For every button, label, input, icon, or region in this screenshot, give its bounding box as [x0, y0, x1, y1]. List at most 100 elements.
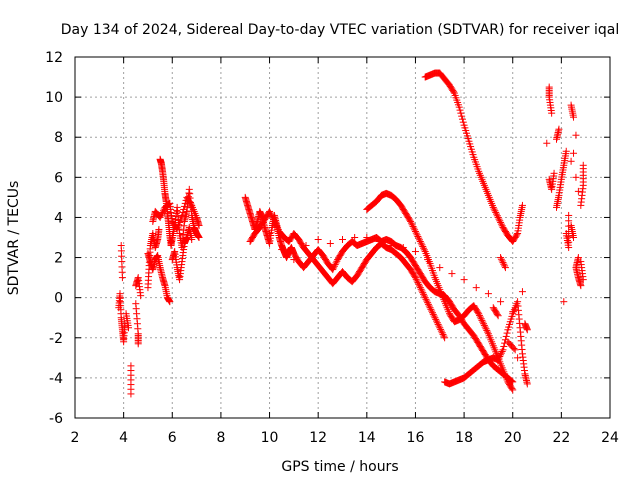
data-point: [178, 211, 186, 219]
data-point: [497, 349, 505, 357]
data-point: [456, 106, 464, 114]
data-point: [266, 209, 274, 217]
data-point: [492, 208, 500, 216]
data-point: [431, 314, 439, 322]
series-seg-late: [543, 83, 587, 306]
data-point: [428, 307, 436, 315]
data-point: [457, 109, 465, 117]
data-point: [331, 261, 339, 269]
data-point: [188, 236, 196, 244]
data-point: [270, 217, 278, 225]
data-point: [523, 380, 531, 388]
data-point: [560, 298, 568, 306]
data-point: [489, 203, 497, 211]
data-point: [127, 390, 135, 398]
data-point: [195, 234, 203, 241]
data-point: [422, 295, 430, 303]
x-tick-label: 4: [119, 430, 128, 446]
data-point: [418, 287, 426, 295]
data-point: [501, 264, 509, 272]
data-point: [570, 234, 578, 241]
data-point: [509, 386, 517, 394]
data-point: [270, 216, 278, 224]
data-point: [572, 131, 580, 139]
data-point: [339, 236, 346, 244]
data-point: [436, 324, 444, 332]
data-point: [266, 207, 274, 215]
data-point: [416, 236, 424, 244]
data-point: [475, 310, 483, 318]
data-point: [278, 246, 286, 254]
data-point: [479, 318, 487, 326]
data-point: [274, 224, 282, 232]
data-point: [419, 289, 427, 297]
data-point: [333, 257, 341, 265]
data-point: [503, 329, 511, 337]
y-tick-label: 10: [45, 90, 63, 106]
data-point: [132, 282, 140, 290]
data-point: [134, 340, 142, 348]
data-point: [482, 325, 490, 333]
data-point: [483, 326, 491, 334]
data-point: [415, 234, 423, 242]
data-point: [501, 262, 509, 270]
data-point: [351, 234, 359, 241]
data-point: [555, 125, 563, 133]
data-point: [426, 304, 434, 312]
data-point: [269, 214, 277, 222]
data-point: [550, 169, 558, 177]
data-point: [494, 356, 502, 364]
x-tick-label: 8: [216, 430, 225, 446]
data-point: [498, 257, 506, 265]
y-tick-label: 2: [54, 251, 63, 267]
data-point: [409, 222, 417, 230]
data-point: [423, 297, 431, 305]
data-point: [375, 238, 383, 246]
data-point: [513, 231, 521, 239]
x-tick-label: 12: [309, 430, 327, 446]
x-tick-label: 18: [455, 430, 473, 446]
data-point: [548, 109, 556, 117]
data-point: [499, 346, 507, 354]
data-point: [497, 218, 505, 226]
data-point: [326, 240, 334, 248]
data-point: [266, 229, 274, 237]
data-point: [187, 200, 195, 208]
data-points: [115, 69, 587, 398]
data-point: [411, 272, 419, 280]
data-point: [181, 199, 189, 207]
data-point: [498, 222, 506, 230]
data-point: [511, 346, 519, 354]
y-tick-label: 12: [45, 50, 63, 66]
data-point: [416, 284, 424, 292]
data-point: [272, 221, 280, 229]
series-seg-h: [421, 69, 526, 246]
data-point: [425, 302, 433, 310]
data-point: [432, 315, 440, 323]
data-point: [413, 231, 421, 239]
data-point: [421, 294, 429, 302]
data-point: [290, 256, 298, 264]
y-tick-label: 8: [54, 130, 63, 146]
data-point: [514, 354, 522, 362]
x-tick-label: 24: [601, 430, 619, 446]
data-point: [475, 311, 483, 319]
data-point: [411, 227, 419, 235]
data-point: [416, 282, 424, 290]
data-point: [271, 219, 279, 227]
data-point: [363, 234, 371, 241]
data-point: [424, 299, 432, 307]
data-point: [579, 276, 587, 284]
chart-title: Day 134 of 2024, Sidereal Day-to-day VTE…: [61, 22, 619, 38]
data-point: [458, 115, 466, 123]
data-point: [477, 315, 485, 323]
y-tick-label: -4: [49, 371, 63, 387]
data-point: [195, 221, 203, 229]
data-point: [414, 279, 422, 287]
y-tick-label: -2: [49, 331, 63, 347]
y-tick-label: 4: [54, 210, 63, 226]
data-point: [434, 320, 442, 328]
y-tick-label: 0: [54, 291, 63, 307]
data-point: [399, 244, 407, 252]
data-point: [495, 354, 503, 362]
